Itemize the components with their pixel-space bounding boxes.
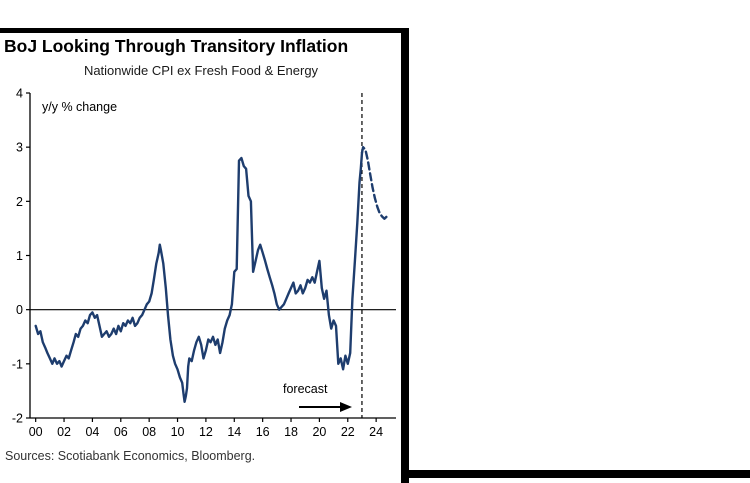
x-tick-label: 06: [114, 425, 128, 439]
chart-subtitle: Nationwide CPI ex Fresh Food & Energy: [83, 63, 319, 78]
x-tick-label: 16: [256, 425, 270, 439]
x-tick-label: 18: [284, 425, 298, 439]
forecast-arrow-head: [340, 402, 352, 412]
yaxis-unit-label: y/y % change: [42, 100, 118, 114]
x-tick-label: 02: [57, 425, 71, 439]
y-tick-label: -2: [12, 412, 23, 426]
chart-title: BoJ Looking Through Transitory Inflation: [4, 36, 349, 56]
y-tick-label: -1: [12, 357, 23, 371]
y-tick-label: 3: [16, 141, 23, 155]
bottom-border-bar: [401, 470, 750, 478]
y-tick-label: 2: [16, 195, 23, 209]
x-tick-label: 20: [312, 425, 326, 439]
x-tick-label: 08: [142, 425, 156, 439]
y-tick-label: 0: [16, 303, 23, 317]
top-border-bar: [0, 28, 409, 33]
x-tick-label: 24: [369, 425, 383, 439]
right-border-bar: [401, 28, 409, 483]
x-tick-label: 10: [171, 425, 185, 439]
x-tick-label: 14: [227, 425, 241, 439]
actual-series-line: [34, 151, 364, 403]
y-tick-label: 4: [16, 87, 23, 101]
x-tick-label: 22: [341, 425, 355, 439]
x-tick-label: 04: [85, 425, 99, 439]
forecast-series-line: [360, 145, 391, 220]
x-tick-label: 12: [199, 425, 213, 439]
y-tick-label: 1: [16, 249, 23, 263]
x-tick-label: 00: [29, 425, 43, 439]
sources-text: Sources: Scotiabank Economics, Bloomberg…: [5, 449, 256, 463]
forecast-label: forecast: [283, 382, 328, 396]
